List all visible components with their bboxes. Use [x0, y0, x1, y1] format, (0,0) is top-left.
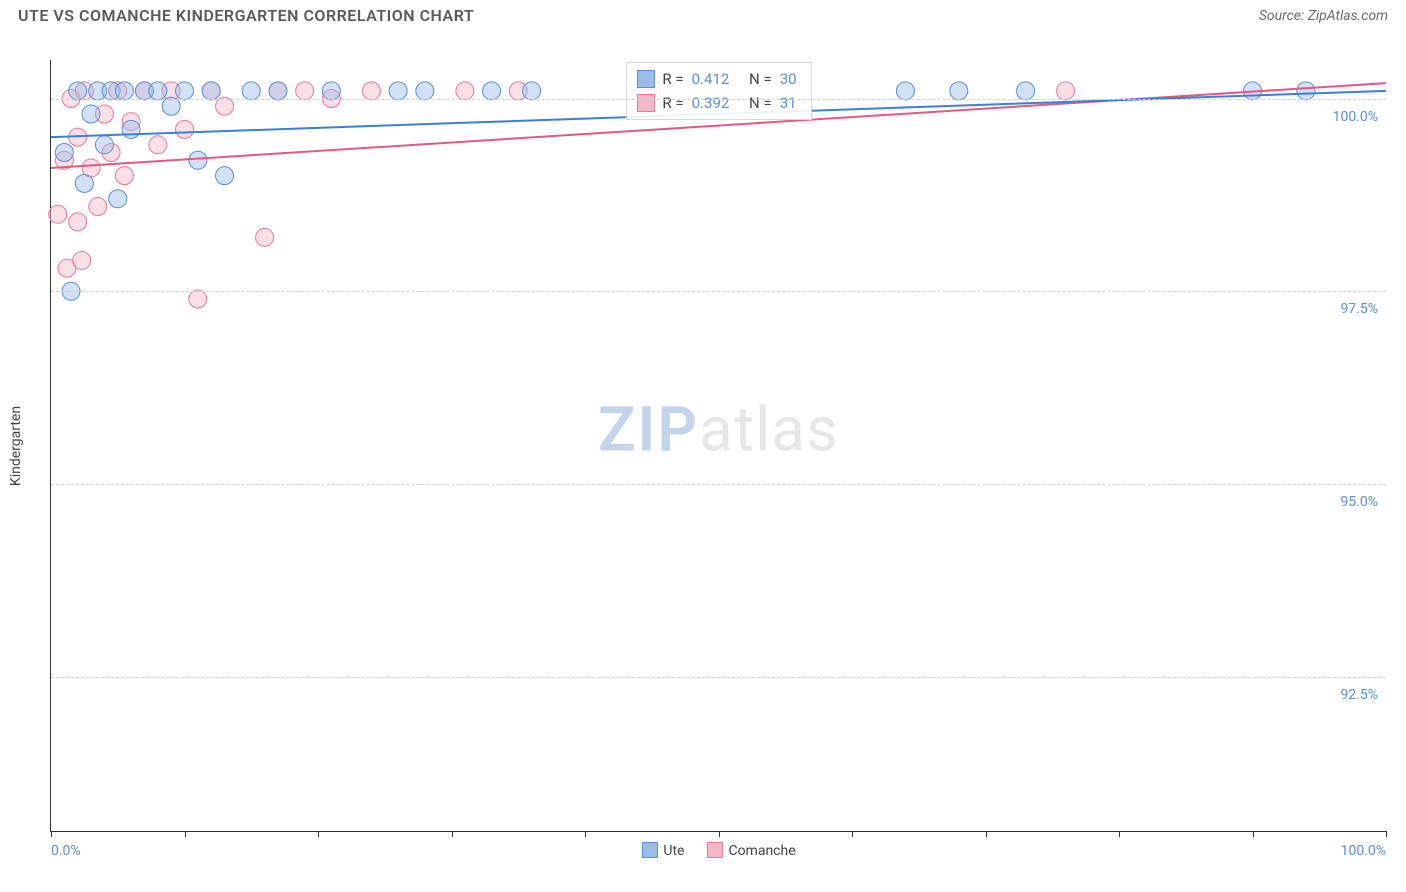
- stats-swatch-ute: [636, 70, 654, 88]
- gridline: [51, 677, 1386, 678]
- data-point: [1297, 82, 1315, 100]
- legend-item-ute: Ute: [641, 842, 684, 859]
- data-point: [109, 190, 127, 208]
- data-point: [176, 120, 194, 138]
- data-point: [1057, 82, 1075, 100]
- data-point: [189, 290, 207, 308]
- stats-row-ute: R = 0.412 N = 30: [636, 67, 796, 91]
- data-point: [389, 82, 407, 100]
- data-point: [523, 82, 541, 100]
- data-point: [149, 82, 167, 100]
- legend-item-comanche: Comanche: [706, 842, 795, 859]
- y-axis-title: Kindergarten: [8, 406, 24, 486]
- x-tick: [1253, 831, 1254, 837]
- data-point: [176, 82, 194, 100]
- data-point: [115, 82, 133, 100]
- data-point: [362, 82, 380, 100]
- data-point: [82, 105, 100, 123]
- data-point: [69, 213, 87, 231]
- stats-swatch-comanche: [636, 94, 654, 112]
- data-point: [55, 144, 73, 162]
- stats-n-ute: 30: [780, 67, 797, 91]
- data-point: [242, 82, 260, 100]
- data-point: [202, 82, 220, 100]
- y-tick-label: 92.5%: [1340, 687, 1378, 703]
- stats-n-comanche: 31: [780, 91, 797, 115]
- data-point: [322, 82, 340, 100]
- gridline: [51, 484, 1386, 485]
- gridline: [51, 291, 1386, 292]
- data-point: [122, 120, 140, 138]
- stats-row-comanche: R = 0.392 N = 31: [636, 91, 796, 115]
- x-tick: [585, 831, 586, 837]
- legend-label-comanche: Comanche: [728, 843, 795, 859]
- stats-r-label-2: R =: [662, 91, 683, 115]
- data-point: [256, 228, 274, 246]
- data-point: [189, 151, 207, 169]
- x-axis-min-label: 0.0%: [51, 843, 81, 859]
- legend: Ute Comanche: [641, 842, 795, 859]
- stats-box: R = 0.412 N = 30 R = 0.392 N = 31: [625, 62, 811, 120]
- x-tick: [185, 831, 186, 837]
- gridline: [51, 99, 1386, 100]
- stats-n-label-2: N =: [749, 91, 772, 115]
- stats-r-ute: 0.412: [692, 67, 730, 91]
- data-point: [73, 251, 91, 269]
- data-point: [75, 174, 93, 192]
- y-tick-label: 97.5%: [1340, 301, 1378, 317]
- x-tick: [452, 831, 453, 837]
- data-point: [296, 82, 314, 100]
- stats-n-label: N =: [749, 67, 772, 91]
- chart-header: UTE VS COMANCHE KINDERGARTEN CORRELATION…: [0, 0, 1406, 31]
- data-point: [269, 82, 287, 100]
- source-label: Source: ZipAtlas.com: [1259, 8, 1388, 24]
- data-point: [896, 82, 914, 100]
- data-point: [1017, 82, 1035, 100]
- x-axis-max-label: 100.0%: [1341, 843, 1386, 859]
- x-tick: [986, 831, 987, 837]
- data-point: [149, 136, 167, 154]
- x-tick: [51, 831, 52, 837]
- legend-swatch-comanche: [706, 842, 722, 858]
- data-point: [456, 82, 474, 100]
- data-point: [49, 205, 67, 223]
- y-tick-label: 100.0%: [1333, 109, 1378, 125]
- data-point: [162, 97, 180, 115]
- data-point: [69, 82, 87, 100]
- data-point: [95, 136, 113, 154]
- legend-label-ute: Ute: [663, 843, 684, 859]
- data-point: [950, 82, 968, 100]
- scatter-svg: [51, 60, 1386, 831]
- x-tick: [852, 831, 853, 837]
- x-tick: [318, 831, 319, 837]
- data-point: [89, 197, 107, 215]
- data-point: [416, 82, 434, 100]
- data-point: [483, 82, 501, 100]
- plot-area: ZIPatlas R = 0.412 N = 30 R = 0.392 N = …: [50, 60, 1386, 832]
- data-point: [115, 167, 133, 185]
- stats-r-label: R =: [662, 67, 683, 91]
- legend-swatch-ute: [641, 842, 657, 858]
- data-point: [216, 97, 234, 115]
- x-tick: [719, 831, 720, 837]
- x-tick: [1386, 831, 1387, 837]
- y-tick-label: 95.0%: [1340, 494, 1378, 510]
- stats-r-comanche: 0.392: [692, 91, 730, 115]
- data-point: [216, 167, 234, 185]
- x-tick: [1119, 831, 1120, 837]
- chart-title: UTE VS COMANCHE KINDERGARTEN CORRELATION…: [18, 6, 474, 25]
